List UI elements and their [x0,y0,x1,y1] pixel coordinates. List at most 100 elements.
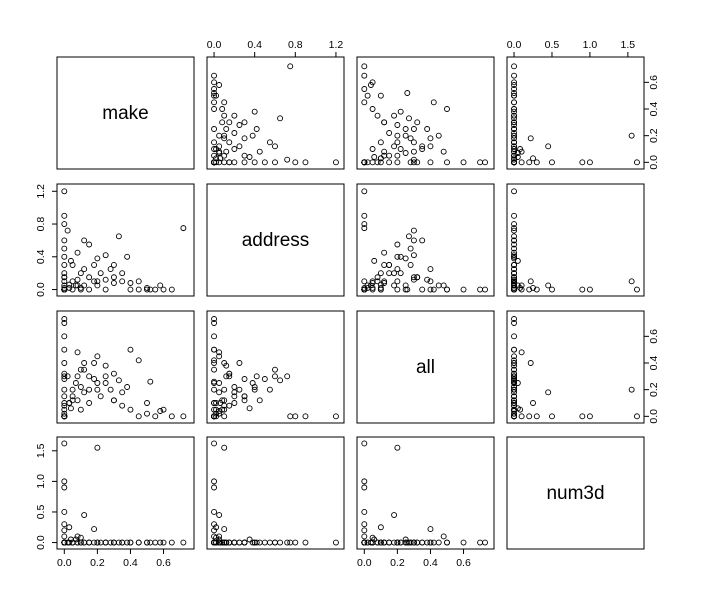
panel-frame [206,183,345,297]
tick-label: 0.0 [57,557,72,569]
data-point [119,402,126,409]
data-point [292,159,299,166]
data-point [226,159,233,166]
data-point [127,406,134,413]
data-point [511,106,517,112]
data-point [115,233,122,240]
data-point [284,156,291,163]
data-point [361,159,368,166]
data-point [69,278,76,285]
data-point [549,159,555,166]
data-point [511,245,517,252]
data-point [511,241,517,248]
data-point [477,539,484,546]
panel-address-make [56,183,195,297]
data-point [586,286,593,293]
data-point [61,410,68,417]
data-point [256,397,263,404]
data-point [168,413,175,420]
data-point [377,539,384,546]
data-point [241,135,248,142]
data-point [219,119,226,126]
data-point [246,536,253,543]
data-point [419,143,426,150]
data-point [135,539,142,546]
data-point [249,380,256,386]
data-point [61,221,68,227]
data-point [272,366,278,373]
panel-num3d-address [206,436,345,550]
data-point [119,270,126,277]
data-point [511,353,517,360]
data-point [391,143,398,150]
data-point [160,539,167,546]
data-point [377,139,384,146]
tick-label: 0.5 [545,39,560,51]
variable-label-address: address [242,230,310,251]
data-point [110,280,117,286]
panel-all-all: all [356,310,495,424]
data-point [61,539,68,546]
data-point [266,139,273,146]
panel-address-all [356,183,495,297]
data-point [91,360,98,366]
data-point [127,286,134,293]
data-point [241,152,248,159]
data-point [367,539,374,546]
data-point [107,266,114,273]
data-point [427,143,434,150]
data-point [511,79,517,86]
data-point [381,278,388,285]
tick-label: 1.2 [35,184,47,199]
data-point [144,400,150,406]
data-point [527,360,534,366]
data-point [144,284,150,291]
panel-make-address [206,56,345,170]
data-point [61,376,68,382]
data-point [407,245,414,252]
data-point [66,281,73,288]
data-point [407,262,414,268]
data-point [381,262,388,268]
data-point [511,410,517,417]
data-point [168,286,175,293]
data-point [361,533,368,540]
data-point [394,159,401,166]
data-point [241,539,248,546]
data-point [213,410,220,417]
data-point [410,148,417,155]
tick-label: 1.0 [583,39,598,51]
data-point [231,159,238,166]
data-point [407,539,414,546]
tick-label: 0.4 [423,557,438,569]
panel-frame [206,436,345,550]
data-point [211,378,218,385]
data-point [211,139,218,146]
data-point [427,539,434,546]
data-point [67,257,74,264]
data-point [511,132,517,139]
variable-label-make: make [102,103,148,124]
data-point [394,152,401,159]
data-point [511,63,517,70]
data-point [361,221,368,227]
data-point [135,286,142,293]
data-point [511,373,517,380]
data-point [77,366,84,373]
data-point [223,126,230,132]
data-point [216,539,223,546]
data-point [64,539,71,546]
data-point [511,227,517,234]
variable-label-num3d: num3d [546,483,604,504]
data-point [241,159,248,166]
data-point [221,386,228,393]
panel-address-address: address [206,183,345,297]
data-point [211,146,218,152]
data-point [402,536,409,543]
data-point [477,286,484,293]
data-point [361,509,368,515]
data-point [219,406,226,413]
data-point [292,413,299,420]
data-point [397,253,404,260]
